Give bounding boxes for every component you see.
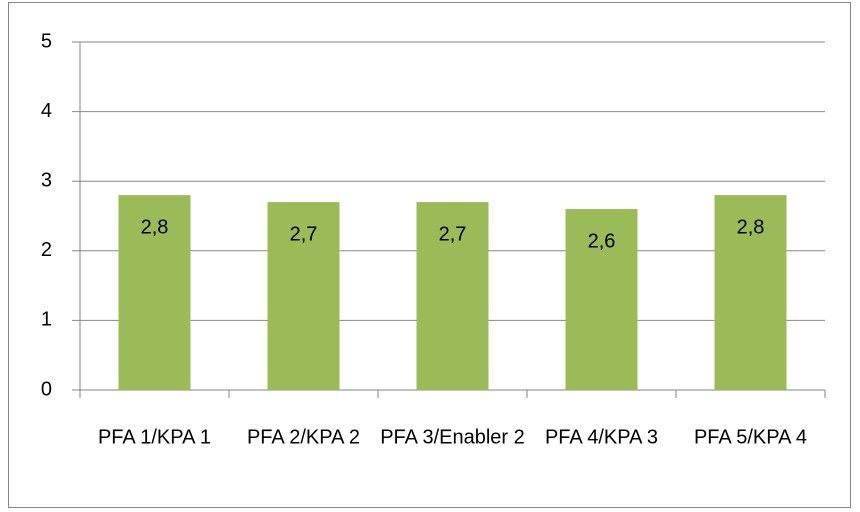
- bar: [118, 195, 191, 390]
- data-label: 2,7: [439, 223, 467, 245]
- y-tick-label: 3: [41, 169, 52, 191]
- bar: [267, 202, 340, 390]
- data-label: 2,8: [737, 216, 765, 238]
- x-tick-label: PFA 5/KPA 4: [694, 426, 807, 448]
- y-tick-label: 4: [41, 100, 52, 122]
- x-tick-label: PFA 3/Enabler 2: [380, 426, 525, 448]
- data-label: 2,6: [588, 230, 616, 252]
- y-tick-label: 0: [41, 378, 52, 400]
- x-tick-label: PFA 1/KPA 1: [98, 426, 211, 448]
- y-tick-label: 2: [41, 239, 52, 261]
- data-label: 2,8: [141, 216, 169, 238]
- bar: [416, 202, 489, 390]
- x-tick-label: PFA 4/KPA 3: [545, 426, 658, 448]
- bar: [714, 195, 787, 390]
- x-tick-label: PFA 2/KPA 2: [247, 426, 360, 448]
- bar: [565, 209, 638, 390]
- y-tick-label: 1: [41, 309, 52, 331]
- data-label: 2,7: [290, 223, 318, 245]
- y-tick-label: 5: [41, 30, 52, 52]
